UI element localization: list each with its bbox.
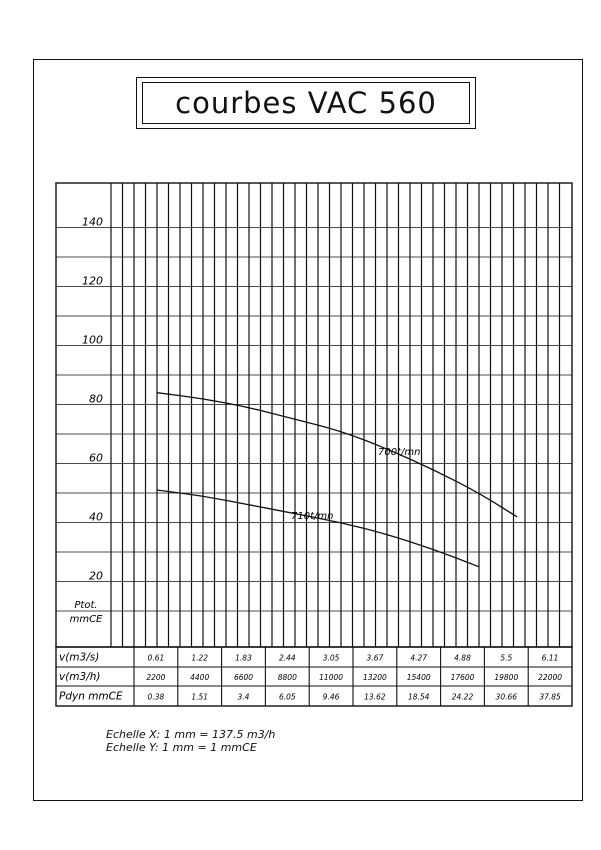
table-cell: 30.66 (496, 693, 518, 702)
page-border (33, 59, 583, 801)
table-cell: 2.44 (279, 654, 296, 663)
y-tick-label: 60 (89, 452, 103, 465)
curve-point (248, 406, 250, 408)
table-cell: 0.38 (148, 693, 165, 702)
curve-point (340, 521, 342, 524)
y-tick-label: 40 (89, 511, 103, 524)
curve-point (386, 448, 388, 450)
y-tick-label: 100 (82, 334, 103, 347)
table-cell: 0.61 (148, 654, 165, 663)
scale-note: Echelle X: 1 mm = 137.5 m3/h Echelle Y: … (106, 728, 275, 754)
table-cell: 19800 (494, 673, 518, 682)
curve-point (516, 516, 518, 518)
curve-label: 700t/mn (378, 447, 420, 458)
table-cell: 4.88 (454, 654, 471, 663)
table-cell: 3.05 (323, 654, 340, 663)
curves: 700t/mn 710t/mn (156, 392, 518, 568)
y-tick-label: 120 (82, 275, 103, 288)
y-axis-label: Ptot. (74, 600, 97, 611)
curve-710t/mn (156, 489, 480, 568)
curve-point (386, 533, 388, 535)
curve-point (156, 489, 158, 491)
title-frame (136, 77, 476, 129)
table-cell: 37.85 (539, 693, 561, 702)
table-cell: 2200 (146, 673, 165, 682)
table-cell: 1.51 (191, 693, 208, 702)
curve-point (340, 430, 342, 432)
y-tick-label: 20 (89, 570, 103, 583)
curve-point (156, 392, 158, 394)
curve-point (202, 495, 204, 497)
table-frame (55, 646, 573, 707)
table-row-label: Pdyn mmCE (59, 691, 123, 703)
curve-point (294, 513, 296, 515)
curve-point (294, 418, 296, 420)
table-cell: 4400 (190, 673, 209, 682)
table-cell: 3.67 (367, 654, 384, 663)
table-cell: 8800 (278, 673, 297, 682)
table-cell: 13200 (363, 673, 387, 682)
scale-x-note: Echelle X: 1 mm = 137.5 m3/h (106, 728, 276, 741)
table-cell: 3.4 (238, 693, 250, 702)
table-cell: 17600 (451, 673, 475, 682)
curve-point (432, 548, 434, 550)
scale-y-note: Echelle Y: 1 mm = 1 mmCE (106, 741, 257, 754)
data-table: v(m3/s) 0.61 1.22 1.83 2.44 3.05 3.67 4.27 4.88 5… (55, 646, 573, 707)
table-cell: 6.11 (542, 654, 559, 663)
table-cell: 11000 (319, 673, 343, 682)
table-cell: 6.05 (279, 693, 296, 702)
curve-label: 710t/mn (291, 511, 333, 522)
table-cell: 1.83 (235, 654, 252, 663)
chart-title: courbes VAC 560 (142, 82, 470, 124)
curve-point (478, 492, 480, 494)
table-cell: 5.5 (500, 654, 512, 663)
table-cell: 9.46 (323, 693, 340, 702)
table-cell: 6600 (234, 673, 253, 682)
table-row-label: v(m3/s) (59, 652, 99, 664)
curve-point (432, 468, 434, 470)
y-tick-label: 80 (89, 393, 103, 406)
table-cell: 18.54 (408, 693, 430, 702)
curve-point (478, 566, 480, 568)
table-cell: 24.22 (452, 693, 474, 702)
table-cell: 1.22 (191, 654, 208, 663)
y-axis-ticks: 20 40 60 80 100 120 140 Ptot. mmCE (70, 216, 103, 626)
y-tick-label: 140 (82, 216, 103, 229)
table-cell: 22000 (538, 673, 562, 682)
curve-point (202, 398, 204, 400)
curve-point (248, 504, 250, 506)
chart-grid (55, 182, 573, 648)
table-cell: 13.62 (364, 693, 386, 702)
table-cell: 4.27 (410, 654, 427, 663)
y-axis-unit: mmCE (70, 614, 103, 625)
table-row-label: v(m3/h) (59, 671, 101, 683)
table-cell: 15400 (407, 673, 431, 682)
